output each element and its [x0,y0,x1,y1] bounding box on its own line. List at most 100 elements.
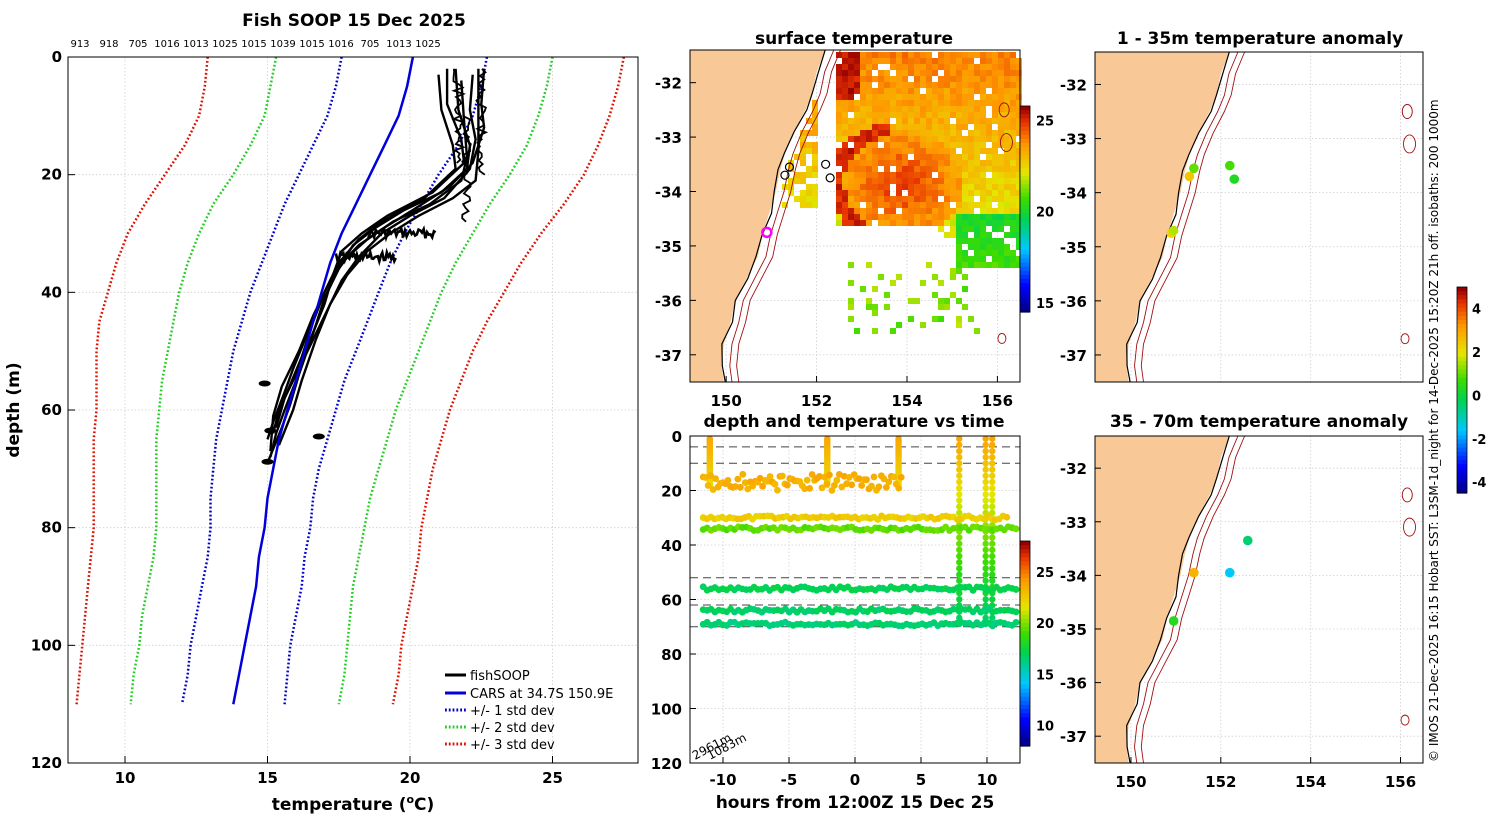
sst-cell [800,130,806,136]
sst-cell [800,190,806,196]
sst-cell [872,184,878,190]
vertical-cast-point [989,435,996,442]
sst-cell [968,256,974,262]
sst-cell [986,118,992,124]
sst-cell [800,202,806,208]
depth-time-xtick-label-2: 0 [850,771,860,789]
depth-time-colorbar-label-2: 20 [1036,617,1054,632]
depth-time-colorbar-segment [1020,594,1030,599]
anomaly-colorbar-segment [1457,336,1467,342]
depth-time-colorbar-segment [1020,610,1030,616]
sst-cell [944,304,950,310]
profile-top-label-1: 918 [99,39,118,50]
depth-time-colorbar-segment [1020,565,1030,571]
sst-cell [860,58,866,64]
sst-cell [902,64,908,70]
anomaly-shallow-point-5 [1168,225,1179,236]
sst-cell [938,208,944,214]
sst-cell [986,160,992,166]
sst-cell [872,154,878,160]
sst-cell [956,232,962,238]
sst-cell [974,130,980,136]
sst-cell [926,190,932,196]
sst-colorbar-segment [1020,147,1030,152]
sst-cell [926,82,932,88]
anomaly-shallow-title: 1 - 35m temperature anomaly [1117,29,1403,49]
track-point [818,484,826,492]
vertical-cast-point [956,509,963,517]
track-point [1012,586,1020,593]
anomaly-colorbar-segment [1457,447,1467,453]
sst-colorbar-segment [1020,229,1030,235]
sst-cell [998,100,1004,106]
depth-time-tracks [699,470,1020,630]
surface-map-xtick-label-3: 156 [982,392,1013,410]
depth-time-colorbar-segment [1020,672,1030,677]
anomaly-deep-xtick-label-0: 150 [1115,773,1146,791]
sst-cell [842,94,848,100]
sst-cell [932,316,938,322]
sst-cell [1016,196,1022,202]
vertical-cast-point [956,577,963,584]
sst-cell [908,298,914,304]
sst-cell [1004,94,1010,100]
sst-cell [950,130,956,136]
sst-cell [896,70,902,76]
anomaly-deep-seamount-0 [1403,517,1416,537]
sst-cell [962,82,968,88]
sst-cell [848,100,854,106]
sst-cell [842,52,848,58]
sst-cell [854,166,860,172]
sst-colorbar-segment [1020,184,1030,189]
anomaly-colorbar-segment [1457,394,1467,399]
fish-profile-5 [269,80,469,452]
sst-cell [968,178,974,184]
sst-cell [920,64,926,70]
sst-cell [932,148,938,154]
sst-colorbar-segment [1020,204,1030,210]
depth-time-xtick-label-0: -10 [709,771,736,789]
sst-cell [968,166,974,172]
profile-top-label-6: 1015 [241,39,266,50]
sst-cell [908,106,914,112]
sst-cell [992,208,998,214]
sst-colorbar-segment [1020,167,1030,173]
track-point [1012,618,1020,626]
track-point [734,475,742,483]
sst-cell [896,76,902,82]
sst-cell [920,148,926,154]
sst-cell [1016,64,1022,70]
sst-cell [914,220,920,226]
sst-cell [872,64,878,70]
sst-cell [872,124,878,130]
sst-cell [968,130,974,136]
sst-cell [968,76,974,82]
sst-cell [956,238,962,244]
legend-label-sd3: +/- 3 std dev [470,738,555,753]
sst-cell [836,64,842,70]
sst-cell [998,58,1004,64]
sst-cell [812,202,818,208]
sst-cell [884,220,890,226]
sst-cell [896,190,902,196]
sst-cell [866,196,872,202]
sst-cell [968,106,974,112]
sst-cell [980,256,986,262]
sst-cell [998,52,1004,58]
fish-cluster-0 [367,225,437,243]
sst-cell [926,118,932,124]
profile-xtick-label-1: 15 [257,769,278,787]
sst-cell [854,154,860,160]
track-point [858,482,865,489]
profile-xtick-label-3: 25 [542,769,563,787]
sst-cell [944,124,950,130]
sst-cell [866,304,872,310]
sst-cell [938,298,944,304]
sst-cell [932,208,938,214]
sst-cell [1004,220,1010,226]
anomaly-deep-point-3 [1168,616,1179,626]
sst-cell [1016,244,1022,250]
sst-cell [968,196,974,202]
sst-cell [884,142,890,148]
sst-cell [872,94,878,100]
